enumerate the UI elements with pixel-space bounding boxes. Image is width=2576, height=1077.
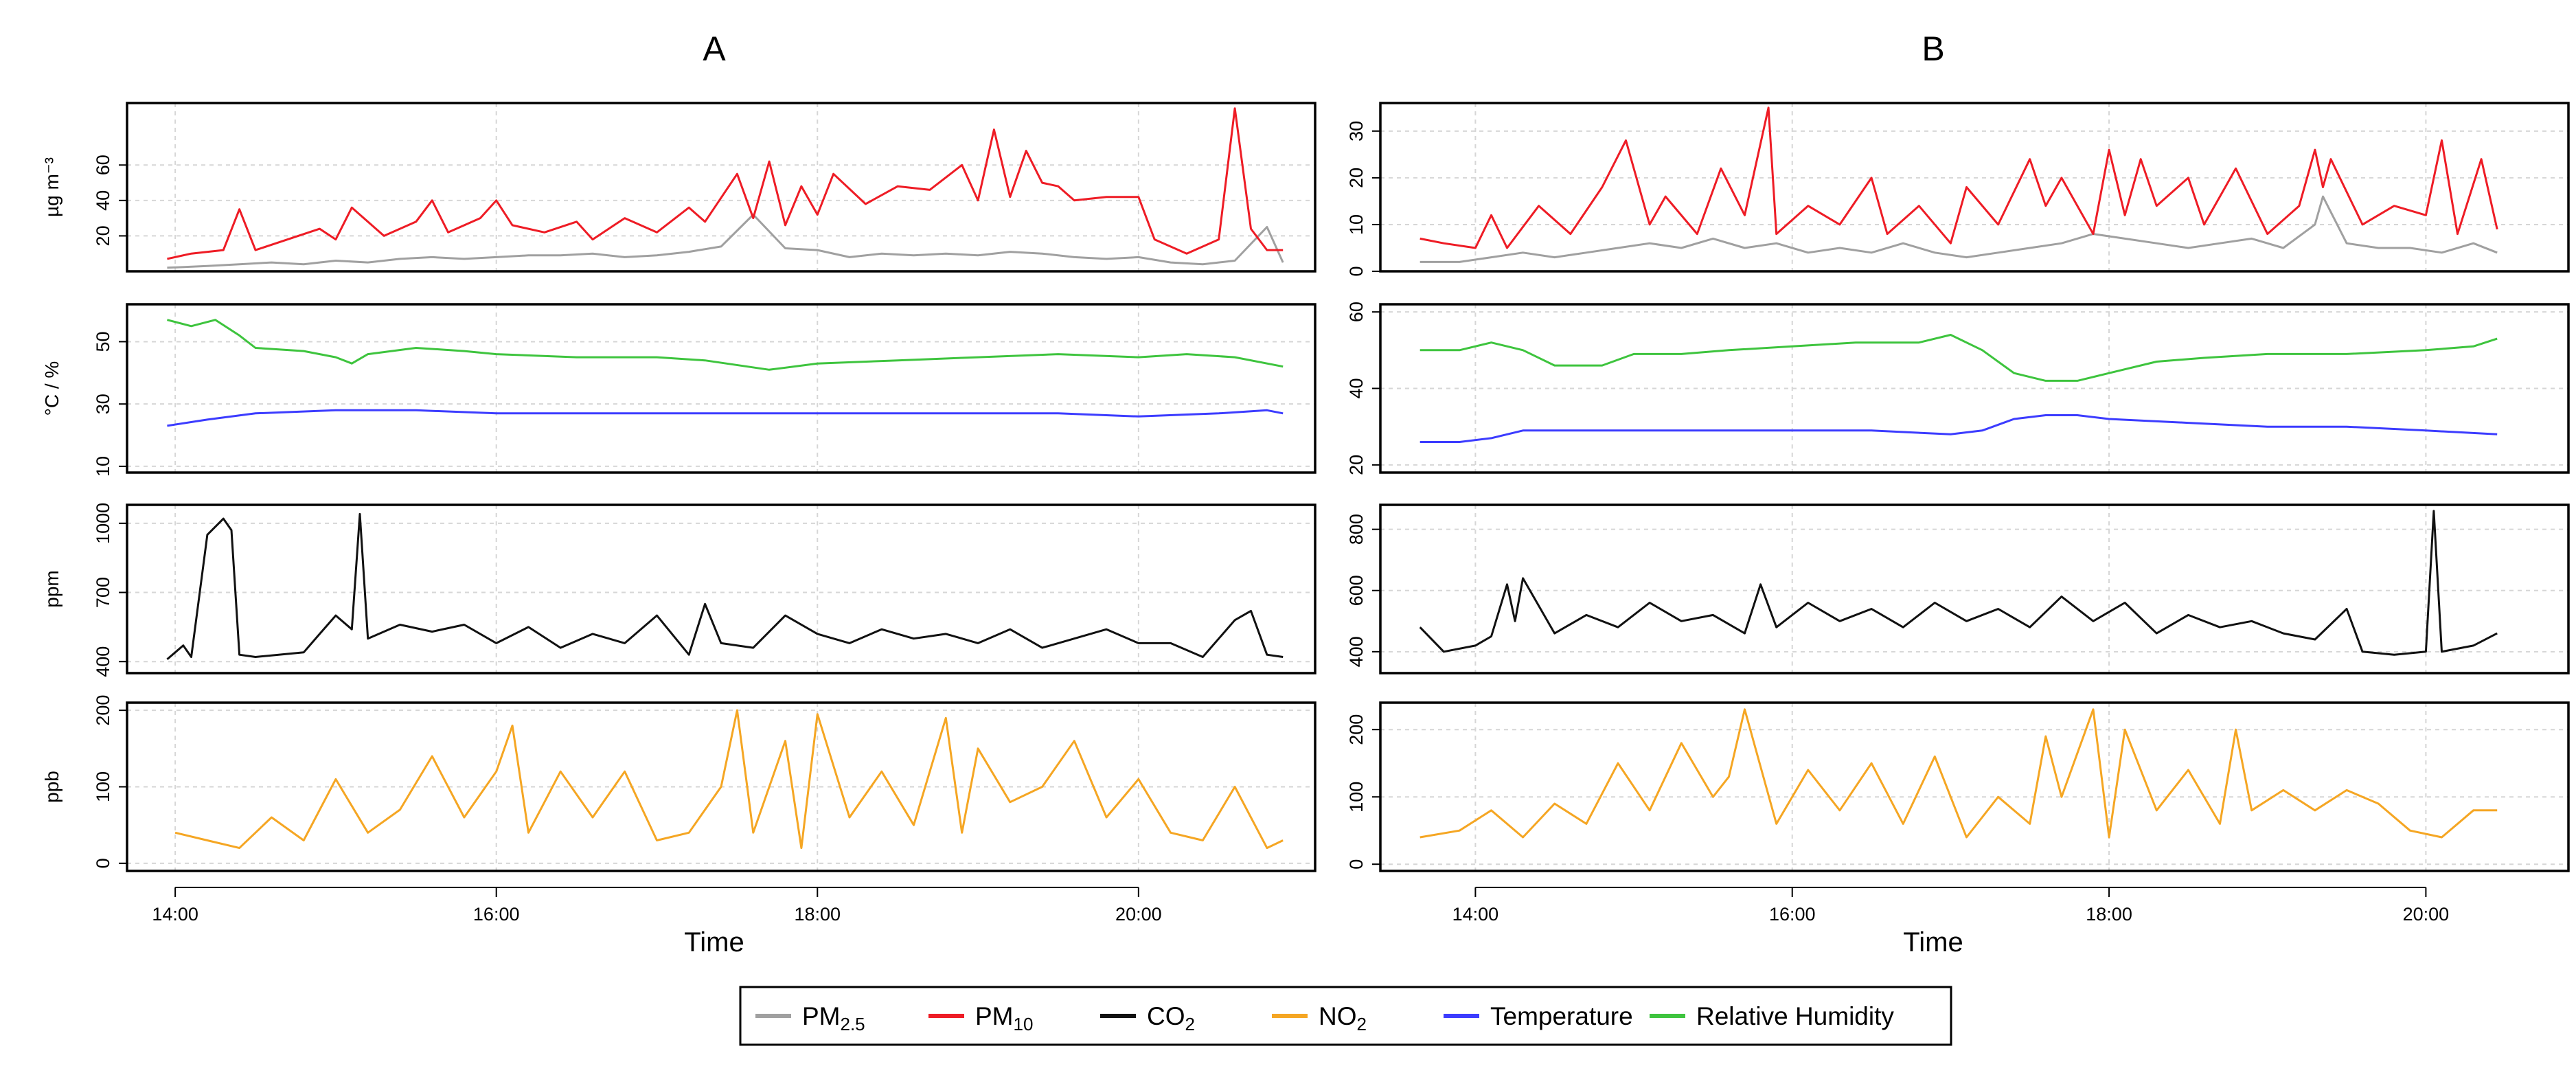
y-tick-label: 30 xyxy=(1346,121,1367,141)
x-tick-label: 18:00 xyxy=(2086,904,2132,925)
series-line-pm2-5 xyxy=(167,214,1284,269)
y-tick-label: 20 xyxy=(1346,168,1367,188)
y-tick-label: 10 xyxy=(1346,214,1367,235)
series-line-relative-humidity xyxy=(167,319,1284,371)
subplot-b-3: 400 600 800 xyxy=(1346,503,2570,674)
x-tick-label: 18:00 xyxy=(794,904,841,925)
legend-item: CO2 xyxy=(1100,1002,1195,1034)
y-tick-label: 40 xyxy=(93,190,113,211)
x-axis-label: Time xyxy=(1903,927,1963,957)
legend-label-main: NO xyxy=(1319,1002,1357,1030)
y-tick-label: 1000 xyxy=(93,503,113,544)
series-line-relative-humidity xyxy=(1420,334,2498,382)
legend-item: NO2 xyxy=(1272,1002,1367,1034)
y-tick-label: 400 xyxy=(93,646,113,677)
legend-label: Temperature xyxy=(1490,1002,1633,1030)
subplot-a-2: 10 30 50 °C / % xyxy=(41,303,1317,477)
y-tick-label: 700 xyxy=(93,577,113,608)
series-line-pm10 xyxy=(167,107,1284,260)
subplot-b-2: 20 40 60 xyxy=(1346,302,2570,475)
y-tick-label: 60 xyxy=(93,155,113,175)
legend-label-main: Relative Humidity xyxy=(1696,1002,1894,1030)
y-tick-label: 20 xyxy=(1346,455,1367,475)
series-line-pm10 xyxy=(1420,106,2498,249)
subplot-frame xyxy=(1379,503,2570,674)
panel-title-a: A xyxy=(703,30,726,68)
legend-label-main: PM xyxy=(975,1002,1014,1030)
y-tick-label: 20 xyxy=(93,225,113,246)
legend-item: PM10 xyxy=(928,1002,1033,1034)
legend-label-main: CO xyxy=(1147,1002,1185,1030)
series-line-co2 xyxy=(166,512,1284,661)
legend-label: PM10 xyxy=(975,1002,1033,1034)
legend-label-subscript: 2.5 xyxy=(841,1014,865,1034)
y-tick-label: 200 xyxy=(1346,714,1367,745)
y-tick-label: 0 xyxy=(93,858,113,868)
subplot-frame xyxy=(126,303,1317,474)
legend-label-subscript: 2 xyxy=(1357,1014,1367,1034)
legend-label-main: PM xyxy=(802,1002,841,1030)
legend-label: CO2 xyxy=(1147,1002,1195,1034)
subplot-frame xyxy=(1379,102,2570,273)
series-line-no2 xyxy=(1420,708,2498,839)
subplot-b-4: 0 100 200 xyxy=(1346,701,2570,872)
y-tick-label: 40 xyxy=(1346,378,1367,398)
legend-label-subscript: 2 xyxy=(1185,1014,1195,1034)
y-axis-label: µg m⁻³ xyxy=(41,157,62,217)
subplot-a-4: 0 100 200 ppb xyxy=(41,695,1317,872)
y-tick-label: 100 xyxy=(93,771,113,802)
legend-item: Relative Humidity xyxy=(1650,1002,1894,1030)
subplot-a-3: 400 700 1000 ppm xyxy=(41,503,1317,677)
x-tick-label: 16:00 xyxy=(473,904,520,925)
legend-item: PM2.5 xyxy=(755,1002,865,1034)
y-tick-label: 0 xyxy=(1346,859,1367,870)
y-tick-label: 60 xyxy=(1346,302,1367,322)
x-axis-label: Time xyxy=(684,927,744,957)
y-axis-label: °C / % xyxy=(41,361,62,416)
legend: PM2.5 PM10 CO2 NO2 Temperature Relative Humid… xyxy=(739,986,1952,1046)
y-tick-label: 0 xyxy=(1346,266,1367,276)
y-axis-label: ppm xyxy=(41,570,62,607)
subplot-frame xyxy=(1379,701,2570,872)
series-line-co2 xyxy=(1419,510,2498,656)
x-tick-label: 20:00 xyxy=(1115,904,1162,925)
series-line-temperature xyxy=(1420,414,2498,443)
subplot-b-1: 0 10 20 30 xyxy=(1346,102,2570,277)
y-tick-label: 800 xyxy=(1346,514,1367,545)
x-tick-label: 14:00 xyxy=(152,904,198,925)
legend-item: Temperature xyxy=(1444,1002,1633,1030)
y-tick-label: 30 xyxy=(93,394,113,414)
panel-title-b: B xyxy=(1922,30,1944,68)
y-axis-label: ppb xyxy=(41,771,62,803)
legend-label-main: Temperature xyxy=(1490,1002,1633,1030)
legend-label: PM2.5 xyxy=(802,1002,865,1034)
subplot-frame xyxy=(126,102,1317,273)
subplot-frame xyxy=(126,503,1317,674)
y-tick-label: 100 xyxy=(1346,782,1367,813)
y-tick-label: 400 xyxy=(1346,636,1367,667)
subplot-a-1: 20 40 60 µg m⁻³ xyxy=(41,102,1317,273)
x-tick-label: 14:00 xyxy=(1452,904,1499,925)
legend-label-subscript: 10 xyxy=(1014,1014,1034,1034)
legend-label: NO2 xyxy=(1319,1002,1367,1034)
y-tick-label: 200 xyxy=(93,695,113,726)
x-tick-label: 20:00 xyxy=(2403,904,2450,925)
panel-b: B 0 10 20 30 20 40 60 400 600 800 0 100 200 14:00 16:00… xyxy=(1346,30,2570,957)
x-tick-label: 16:00 xyxy=(1769,904,1816,925)
y-tick-label: 50 xyxy=(93,331,113,352)
series-line-no2 xyxy=(174,709,1284,850)
panel-a: A 20 40 60 µg m⁻³ 10 30 50 °C / % 400 700 1000 ppm 0 1… xyxy=(41,30,1317,957)
y-tick-label: 10 xyxy=(93,456,113,477)
legend-label: Relative Humidity xyxy=(1696,1002,1894,1030)
series-line-pm2-5 xyxy=(1420,195,2498,263)
series-line-temperature xyxy=(167,409,1284,427)
y-tick-label: 600 xyxy=(1346,575,1367,606)
